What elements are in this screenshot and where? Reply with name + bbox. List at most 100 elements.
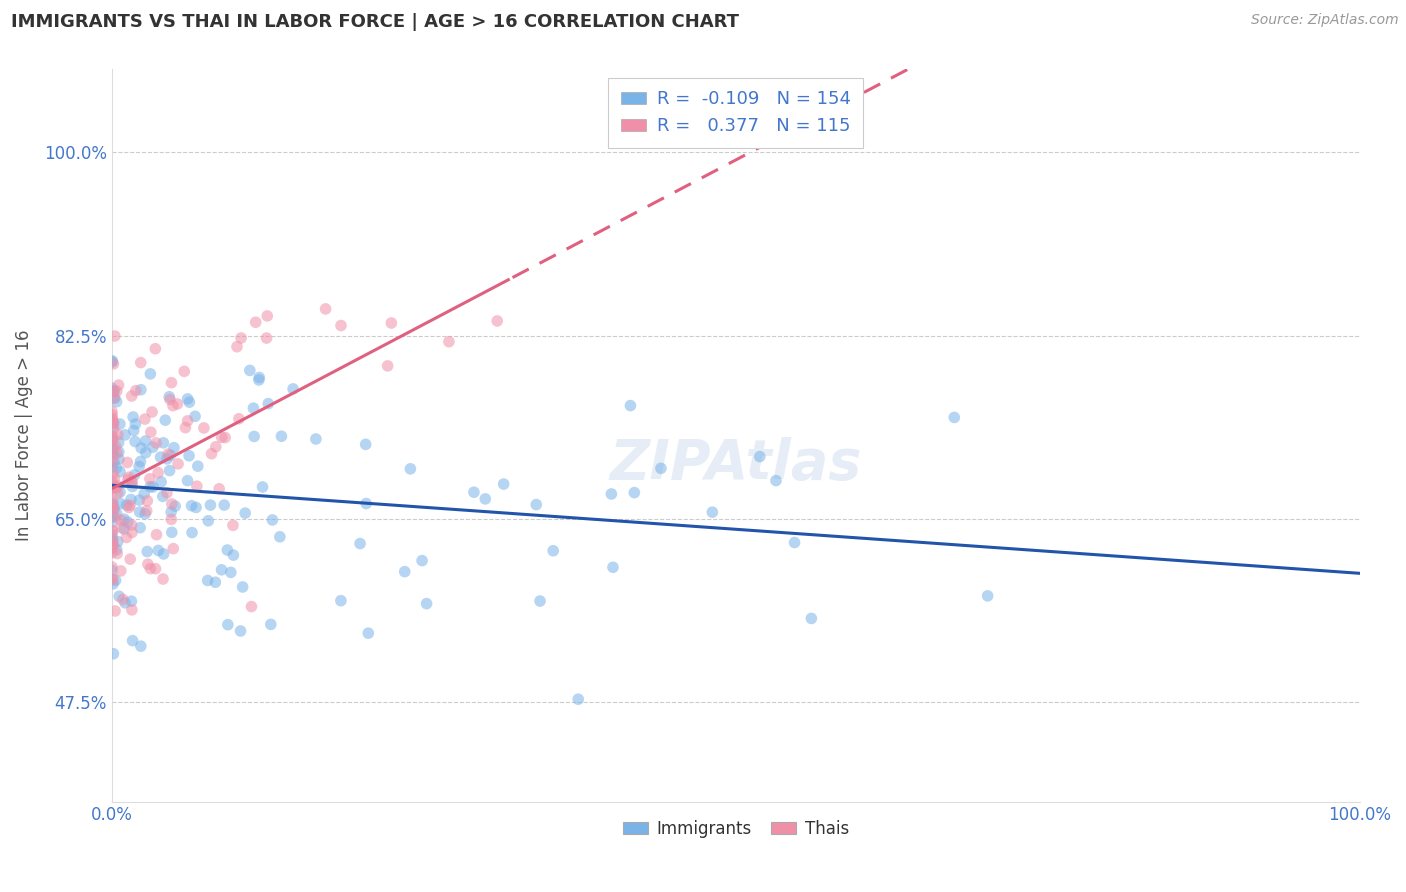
Point [125,384,148,398]
Point [623,485,645,500]
Point [101,446,124,460]
Point [243,429,266,443]
Point [128,459,150,474]
Point [211,430,233,444]
Point [245,315,267,329]
Point [208,482,231,496]
Point [101,408,124,422]
Point [219,566,242,580]
Point [650,461,672,475]
Point [120,475,142,489]
Point [399,462,422,476]
Point [105,446,128,460]
Point [176,414,198,428]
Point [105,460,128,475]
Point [128,505,150,519]
Point [105,384,128,399]
Point [765,474,787,488]
Point [204,440,226,454]
Point [160,497,183,511]
Point [121,525,143,540]
Point [103,472,125,486]
Point [315,301,337,316]
Point [103,501,125,516]
Point [108,451,131,466]
Point [121,389,143,403]
Point [122,409,145,424]
Point [110,496,132,510]
Point [101,414,124,428]
Point [104,440,127,454]
Point [136,544,159,558]
Point [129,355,152,369]
Point [101,442,124,456]
Point [103,417,125,431]
Point [139,480,162,494]
Point [129,441,152,455]
Point [270,429,292,443]
Point [101,456,124,470]
Point [104,391,127,405]
Point [107,534,129,549]
Point [101,500,124,515]
Point [115,531,138,545]
Text: Source: ZipAtlas.com: Source: ZipAtlas.com [1251,13,1399,28]
Point [105,394,128,409]
Point [748,450,770,464]
Point [105,507,128,521]
Point [228,411,250,425]
Point [129,383,152,397]
Point [101,442,124,456]
Point [165,499,187,513]
Point [136,493,159,508]
Point [101,499,124,513]
Point [101,480,124,494]
Point [101,482,124,496]
Point [103,538,125,552]
Point [101,533,124,548]
Point [107,486,129,500]
Point [200,447,222,461]
Point [110,520,132,534]
Point [121,594,143,608]
Point [129,521,152,535]
Point [104,574,127,588]
Point [107,435,129,450]
Point [567,692,589,706]
Point [108,485,131,500]
Point [187,459,209,474]
Point [115,498,138,512]
Point [104,509,127,524]
Point [101,515,124,529]
Point [101,381,124,395]
Point [163,441,186,455]
Point [229,331,252,345]
Point [107,378,129,392]
Point [101,571,124,585]
Point [148,543,170,558]
Point [197,574,219,588]
Point [114,428,136,442]
Point [101,577,124,591]
Point [121,475,143,489]
Point [101,509,124,524]
Point [262,513,284,527]
Point [145,562,167,576]
Point [256,331,278,345]
Point [160,525,183,540]
Point [492,477,515,491]
Point [157,447,180,461]
Point [143,342,166,356]
Point [101,404,124,418]
Point [103,384,125,398]
Text: ZIPAtlas: ZIPAtlas [610,437,862,491]
Point [179,395,201,409]
Point [101,429,124,443]
Point [134,412,156,426]
Point [156,451,179,466]
Point [101,536,124,550]
Point [186,479,208,493]
Point [162,399,184,413]
Point [117,473,139,487]
Point [112,522,135,536]
